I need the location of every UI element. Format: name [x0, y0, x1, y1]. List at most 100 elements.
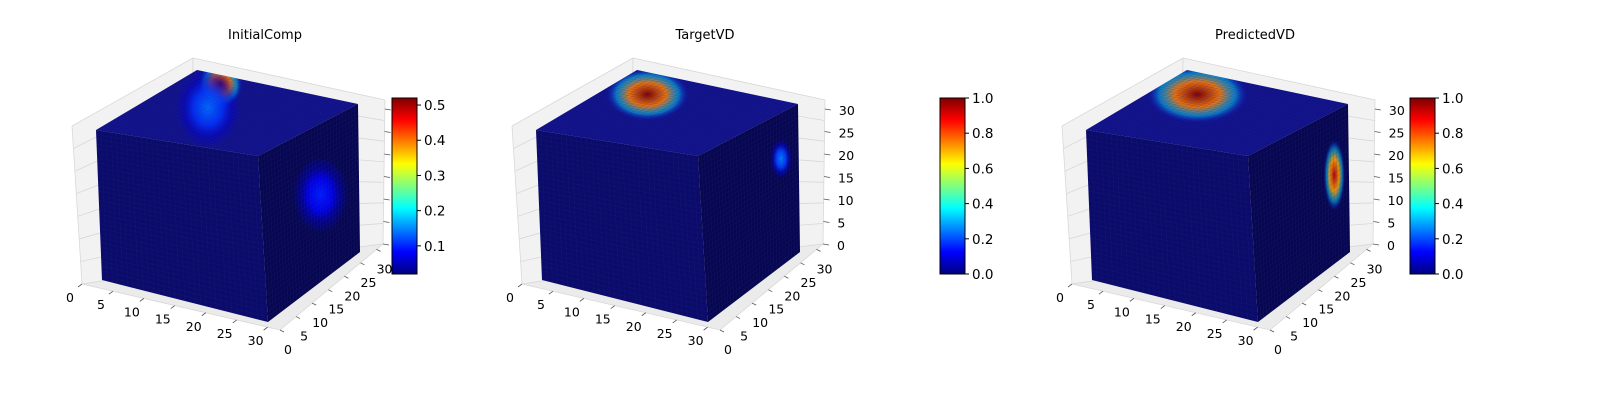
- x-tick-label: 15: [595, 312, 611, 327]
- colorbar-tick-label: 0.0: [1442, 267, 1463, 283]
- colorbar-tick-label: 1.0: [1442, 91, 1463, 107]
- colorbar-tick-label: 0.8: [972, 126, 993, 142]
- y-tick-mark: [1285, 316, 1291, 319]
- voxel-hotspot: [293, 157, 348, 232]
- x-tick-mark: [1191, 312, 1196, 317]
- y-tick-mark: [800, 262, 805, 266]
- z-tick-mark: [823, 176, 831, 178]
- colorbar-tick-label: 0.8: [1442, 126, 1463, 142]
- x-tick-label: 0: [1056, 290, 1064, 305]
- z-tick-mark: [1372, 243, 1380, 246]
- z-tick-mark: [383, 198, 390, 201]
- z-tick-label: 20: [838, 148, 854, 163]
- colorbar-tick-label: 0.6: [1442, 161, 1463, 177]
- x-tick-mark: [263, 326, 268, 331]
- y-tick-mark: [735, 316, 741, 319]
- cube-face-front: [1086, 130, 1258, 322]
- z-tick-label: 20: [1388, 148, 1404, 163]
- cube-face-front: [96, 130, 268, 322]
- x-tick-mark: [77, 283, 83, 288]
- x-tick-mark: [579, 298, 585, 302]
- x-tick-label: 10: [124, 304, 140, 319]
- y-tick-label: 10: [752, 315, 768, 330]
- z-tick-label: 0: [837, 238, 845, 253]
- x-tick-label: 0: [66, 290, 74, 305]
- y-tick-label: 15: [328, 302, 344, 317]
- x-tick-label: 30: [248, 333, 264, 348]
- y-tick-label: 15: [768, 302, 784, 317]
- z-tick-mark: [824, 131, 831, 133]
- z-tick-mark: [823, 221, 830, 223]
- y-tick-label: 15: [1318, 302, 1334, 317]
- colorbar-tick-label: 1.0: [972, 91, 993, 107]
- y-tick-label: 30: [377, 261, 393, 276]
- y-tick-mark: [768, 289, 773, 293]
- voxel-hotspot: [175, 70, 241, 148]
- colorbar: 0.0 0.2 0.4 0.6 0.8 1.0: [939, 91, 993, 283]
- z-tick-mark: [1373, 198, 1380, 201]
- colorbar-gradient: [1409, 97, 1436, 275]
- z-tick-mark: [384, 131, 391, 133]
- x-tick-label: 5: [1087, 297, 1095, 312]
- y-tick-label: 10: [1302, 315, 1318, 330]
- y-tick-label: 10: [312, 315, 328, 330]
- x-tick-mark: [1098, 290, 1104, 295]
- x-tick-mark: [703, 326, 708, 331]
- x-tick-label: 25: [217, 326, 233, 341]
- y-tick-mark: [295, 316, 301, 319]
- voxel-grid-right: [698, 105, 801, 320]
- x-tick-mark: [170, 305, 176, 309]
- colorbar-tick-label: 0.2: [1442, 232, 1463, 248]
- z-tick-mark: [382, 243, 390, 246]
- voxel-grid-top: [1089, 70, 1345, 156]
- y-tick-label: 5: [740, 329, 748, 344]
- y-tick-mark: [312, 302, 317, 306]
- x-tick-mark: [610, 305, 616, 309]
- x-tick-mark: [517, 283, 523, 288]
- x-tick-mark: [139, 298, 145, 302]
- voxel-hotspot: [605, 70, 690, 121]
- y-tick-mark: [1334, 275, 1339, 279]
- z-tick-mark: [824, 153, 831, 156]
- x-tick-label: 20: [1176, 319, 1192, 334]
- cube-face-right: [1248, 104, 1350, 322]
- y-tick-label: 25: [361, 275, 377, 290]
- voxel-hotspot: [1146, 70, 1249, 124]
- z-tick-mark: [1374, 153, 1381, 156]
- x-tick-label: 0: [506, 290, 514, 305]
- x-tick-label: 5: [537, 297, 545, 312]
- colorbar-tick-label: 0.4: [1442, 197, 1463, 213]
- x-tick-label: 30: [1238, 333, 1254, 348]
- chart-title: PredictedVD: [1215, 28, 1295, 43]
- colorbar-gradient: [939, 97, 966, 275]
- y-tick-mark: [328, 289, 333, 293]
- y-tick-mark: [784, 275, 789, 279]
- z-tick-label: 30: [839, 103, 855, 118]
- colorbar-tick-label: 0.2: [424, 204, 445, 220]
- x-tick-label: 10: [564, 304, 580, 319]
- z-tick-mark: [1373, 221, 1380, 223]
- y-tick-mark: [360, 262, 365, 266]
- y-tick-mark: [279, 329, 285, 333]
- z-tick-label: 25: [1389, 126, 1405, 141]
- z-tick-label: 10: [838, 193, 854, 208]
- z-tick-mark: [383, 176, 391, 178]
- z-tick-label: 10: [1388, 193, 1404, 208]
- z-tick-mark: [384, 108, 391, 111]
- x-tick-mark: [548, 290, 554, 295]
- y-tick-label: 20: [1334, 288, 1350, 303]
- y-tick-mark: [1269, 329, 1275, 333]
- chart-title: InitialComp: [228, 28, 302, 43]
- x-tick-mark: [1253, 326, 1258, 331]
- colorbar-tick-label: 0.5: [424, 98, 445, 114]
- y-tick-label: 25: [1351, 275, 1367, 290]
- y-tick-mark: [1350, 262, 1355, 266]
- x-tick-mark: [672, 319, 677, 324]
- z-tick-mark: [822, 243, 830, 246]
- voxel-grid-front: [96, 130, 268, 321]
- y-tick-label: 30: [1367, 261, 1383, 276]
- z-tick-label: 25: [839, 126, 855, 141]
